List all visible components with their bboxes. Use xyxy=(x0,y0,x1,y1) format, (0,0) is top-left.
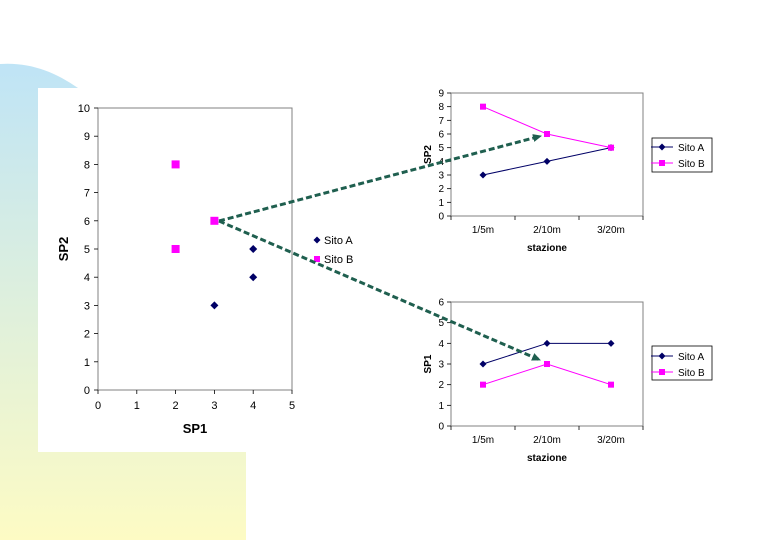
legend-label: Sito A xyxy=(324,235,353,247)
data-point-sito-b xyxy=(480,103,486,110)
connector-arrows xyxy=(218,134,542,362)
data-point-sito-b xyxy=(608,381,614,388)
x-tick-label: 1 xyxy=(134,400,140,412)
x-tick-label: 5 xyxy=(289,400,295,412)
x-tick-label: 2/10m xyxy=(533,225,561,236)
legend-marker xyxy=(659,160,665,166)
x-axis-title: SP1 xyxy=(183,421,208,436)
legend-label: Sito B xyxy=(324,254,353,266)
x-tick-label: 3/20m xyxy=(597,225,625,236)
legend-box xyxy=(651,137,713,173)
legend-marker xyxy=(658,143,666,151)
data-point-sito-b xyxy=(171,160,180,169)
data-point-sito-a xyxy=(479,171,487,179)
legend-marker xyxy=(658,352,666,360)
legend-label: Sito B xyxy=(678,159,705,170)
data-point-sito-a xyxy=(249,273,258,282)
y-tick-label: 7 xyxy=(84,188,90,200)
y-tick-label: 5 xyxy=(438,143,444,154)
y-tick-label: 2 xyxy=(438,184,444,195)
y-tick-label: 4 xyxy=(84,272,90,284)
connector-arrow-to-sp2-chart xyxy=(218,134,542,223)
y-tick-label: 1 xyxy=(84,357,90,369)
x-tick-label: 1/5m xyxy=(472,435,494,446)
y-tick-label: 1 xyxy=(438,401,444,412)
x-tick-label: 3/20m xyxy=(597,435,625,446)
data-point-sito-b xyxy=(608,144,614,151)
x-tick-label: 2/10m xyxy=(533,435,561,446)
data-point-sito-a xyxy=(607,339,615,347)
connector-arrow-to-sp1-chart xyxy=(218,219,541,362)
x-tick-label: 3 xyxy=(211,400,217,412)
plot-area xyxy=(97,107,293,391)
legend-box xyxy=(651,345,713,381)
slide-decoration xyxy=(0,63,246,540)
data-point-sito-b xyxy=(171,245,180,253)
plot-area xyxy=(450,92,644,217)
data-point-sito-b xyxy=(544,131,550,137)
y-tick-label: 9 xyxy=(84,131,90,143)
y-tick-label: 6 xyxy=(438,130,444,141)
y-axis-title: SP2 xyxy=(56,237,71,262)
line-chart-sp1-by-station: 0 1 2 3 4 5 6 1/5m 2/10m 3/20m stazione SP1 Sito A Si… xyxy=(423,298,713,464)
y-tick-label: 6 xyxy=(84,216,90,228)
y-tick-label: 7 xyxy=(438,116,444,127)
x-tick-label: 4 xyxy=(250,400,256,412)
y-axis-title: SP2 xyxy=(423,145,434,164)
y-tick-label: 10 xyxy=(78,103,90,115)
data-point-sito-b xyxy=(544,361,550,367)
x-tick-label: 2 xyxy=(173,400,179,412)
y-tick-label: 0 xyxy=(438,422,444,433)
y-tick-label: 8 xyxy=(84,159,90,171)
data-point-sito-a xyxy=(543,339,551,347)
y-tick-label: 9 xyxy=(438,89,444,100)
scatter-chart-sp1-sp2: 0 1 2 3 4 5 6 7 8 9 10 0 1 2 3 4 5 SP1 SP2 Sito A Sito B xyxy=(38,88,418,452)
y-tick-label: 3 xyxy=(438,360,444,371)
y-tick-label: 2 xyxy=(84,329,90,341)
data-point-sito-b xyxy=(210,216,219,225)
legend-marker xyxy=(659,369,665,375)
data-point-sito-a xyxy=(249,245,258,253)
legend-label: Sito A xyxy=(678,143,704,154)
y-tick-label: 5 xyxy=(438,318,444,329)
y-tick-label: 0 xyxy=(438,212,444,223)
legend-label: Sito A xyxy=(678,352,704,363)
y-tick-label: 4 xyxy=(438,339,444,350)
y-axis-title: SP1 xyxy=(423,354,434,373)
data-point-sito-a xyxy=(479,360,487,368)
legend-marker xyxy=(314,256,320,262)
y-tick-label: 8 xyxy=(438,102,444,113)
y-tick-label: 1 xyxy=(438,198,444,209)
legend-marker xyxy=(313,236,321,244)
y-tick-label: 0 xyxy=(84,385,90,397)
x-tick-label: 0 xyxy=(95,400,101,412)
x-axis-title: stazione xyxy=(527,243,567,254)
legend-label: Sito B xyxy=(678,368,705,379)
y-tick-label: 5 xyxy=(84,244,90,256)
y-tick-label: 3 xyxy=(438,171,444,182)
y-tick-label: 3 xyxy=(84,300,90,312)
data-point-sito-b xyxy=(480,381,486,388)
x-axis-title: stazione xyxy=(527,453,567,464)
data-point-sito-a xyxy=(543,157,551,165)
data-point-sito-a xyxy=(210,301,219,310)
x-tick-label: 1/5m xyxy=(472,225,494,236)
y-tick-label: 2 xyxy=(438,380,444,391)
y-tick-label: 6 xyxy=(438,298,444,309)
